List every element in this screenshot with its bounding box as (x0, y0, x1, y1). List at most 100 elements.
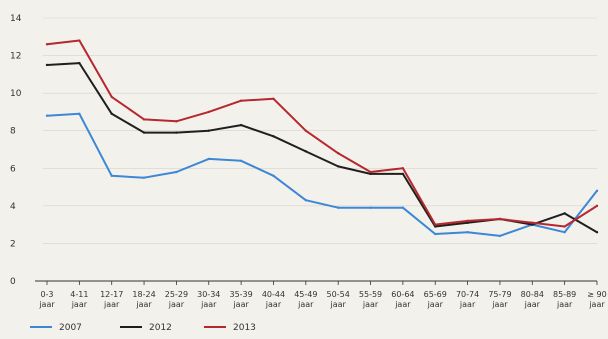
x-tick-sublabel: jaar (524, 300, 541, 309)
data-point-2013 (563, 225, 566, 228)
y-axis: 0 2 4 6 8 10 12 14 (10, 14, 22, 287)
data-point-2013 (595, 204, 599, 208)
x-tick-label: 30-34 (197, 290, 220, 299)
data-point-2007 (142, 176, 146, 179)
x-tick-label: 35-39 (229, 290, 252, 299)
series-line-2013 (46, 39, 598, 228)
x-tick-sublabel: jaar (459, 300, 476, 309)
data-point-2013 (498, 217, 502, 221)
data-point-2007 (336, 206, 340, 209)
x-tick-sublabel: jaar (491, 300, 508, 309)
x-tick-sublabel: jaar (588, 300, 605, 309)
data-point-2013 (369, 170, 372, 174)
x-tick-label: 25-29 (165, 290, 188, 299)
x-tick-sublabel: jaar (135, 300, 152, 309)
data-point-2013 (45, 43, 49, 46)
x-tick-sublabel: jaar (394, 300, 411, 309)
data-point-2013 (434, 223, 437, 226)
data-point-2007 (272, 174, 275, 177)
data-point-2007 (304, 199, 308, 202)
x-tick-sublabel: jaar (103, 300, 120, 309)
data-point-2007 (466, 230, 469, 234)
data-point-2012 (239, 123, 243, 127)
x-tick-label: 60-64 (391, 290, 414, 299)
x-tick-label: 12-17 (100, 290, 123, 299)
data-point-2007 (45, 114, 49, 117)
data-point-2007 (110, 174, 113, 177)
x-tick-label: 18-24 (132, 290, 155, 299)
x-tick-label: 85-89 (553, 290, 576, 299)
data-point-2007 (78, 112, 81, 116)
series-lines (45, 39, 599, 238)
data-point-2013 (207, 110, 210, 114)
legend-label: 2012 (149, 323, 172, 333)
y-tick-label: 8 (10, 127, 16, 137)
x-tick-label: 4-11 (70, 290, 88, 299)
x-tick-sublabel: jaar (38, 300, 55, 309)
y-tick-label: 2 (10, 239, 16, 249)
data-point-2013 (239, 99, 243, 102)
y-tick-label: 0 (10, 277, 16, 287)
x-tick-label: 50-54 (327, 290, 350, 299)
data-point-2013 (401, 167, 405, 170)
data-point-2012 (531, 223, 534, 226)
x-tick-sublabel: jaar (200, 300, 217, 309)
data-point-2012 (466, 221, 469, 224)
x-tick-sublabel: jaar (330, 300, 347, 309)
data-point-2007 (369, 206, 372, 209)
y-tick-label: 14 (10, 14, 22, 24)
data-point-2012 (207, 129, 210, 132)
data-point-2012 (78, 61, 81, 65)
data-point-2007 (498, 234, 502, 238)
data-point-2013 (531, 221, 534, 224)
y-tick-label: 4 (10, 202, 16, 212)
data-point-2012 (304, 150, 308, 153)
data-point-2012 (175, 131, 178, 134)
data-point-2013 (272, 97, 275, 100)
legend: 2007 2012 2013 (30, 323, 256, 333)
data-point-2007 (175, 170, 178, 174)
x-tick-label: 80-84 (521, 290, 544, 299)
data-point-2013 (466, 219, 469, 223)
x-tick-label: 40-44 (262, 290, 285, 299)
x-tick-sublabel: jaar (427, 300, 444, 309)
data-point-2007 (207, 157, 210, 161)
y-tick-label: 12 (10, 52, 21, 62)
x-tick-sublabel: jaar (297, 300, 314, 309)
legend-label: 2013 (233, 323, 256, 333)
x-tick-label: 75-79 (488, 290, 511, 299)
data-point-2012 (401, 172, 405, 176)
series-line-2007 (46, 112, 598, 237)
grid (43, 17, 597, 244)
data-point-2012 (336, 165, 340, 168)
data-point-2013 (110, 95, 113, 99)
data-point-2013 (304, 129, 308, 132)
x-tick-sublabel: jaar (362, 300, 379, 309)
x-tick-label: ≥ 90 (587, 290, 606, 299)
data-point-2013 (336, 152, 340, 155)
data-point-2012 (142, 131, 146, 134)
data-point-2012 (272, 135, 275, 138)
data-point-2013 (78, 39, 81, 42)
x-tick-sublabel: jaar (232, 300, 249, 309)
data-point-2013 (175, 120, 178, 123)
x-tick-sublabel: jaar (556, 300, 573, 309)
data-point-2007 (239, 159, 243, 162)
data-point-2007 (563, 230, 566, 234)
x-tick-label: 65-69 (424, 290, 447, 299)
data-point-2007 (434, 232, 437, 236)
x-tick-label: 55-59 (359, 290, 382, 299)
x-tick-label: 0-3 (40, 290, 53, 299)
data-point-2012 (369, 172, 372, 176)
data-point-2012 (45, 63, 49, 67)
series-line-2012 (46, 62, 598, 234)
x-tick-label: 70-74 (456, 290, 479, 299)
legend-label: 2007 (59, 323, 82, 333)
data-point-2012 (563, 212, 566, 215)
data-point-2012 (595, 230, 599, 234)
x-tick-label: 45-49 (294, 290, 317, 299)
x-tick-sublabel: jaar (168, 300, 185, 309)
x-tick-sublabel: jaar (265, 300, 282, 309)
